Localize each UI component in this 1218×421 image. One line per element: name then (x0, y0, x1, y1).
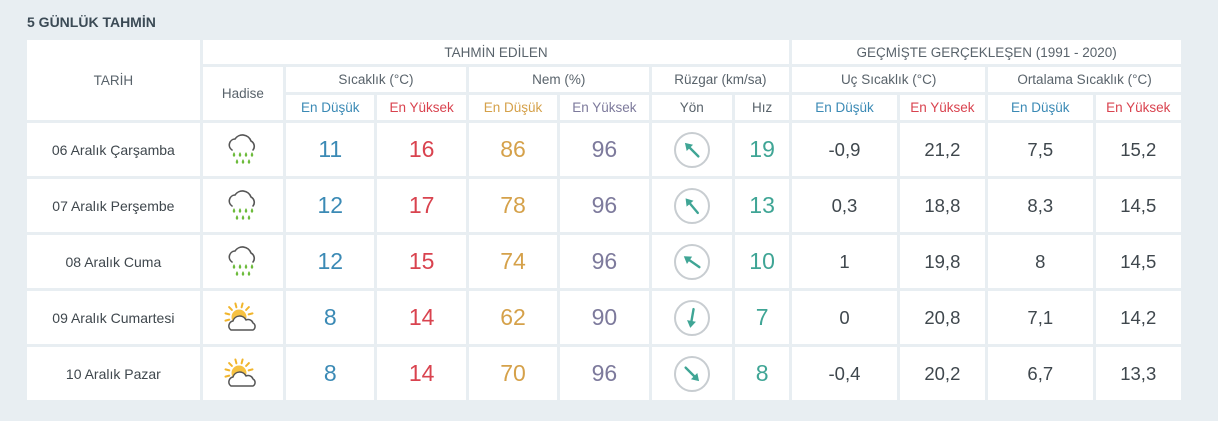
rain-icon (228, 189, 255, 220)
subheader-wind-direction: Yön (651, 95, 732, 120)
temp-high: 17 (377, 179, 466, 232)
wind-direction-icon (673, 355, 710, 392)
average-low: 7,5 (988, 123, 1093, 176)
forecast-date: 07 Aralık Perşembe (27, 179, 200, 232)
subheader-humidity-low: En Düşük (468, 95, 558, 120)
extreme-high: 21,2 (899, 123, 986, 176)
average-low: 6,7 (988, 347, 1093, 400)
header-average-temperature: Ortalama Sıcaklık (°C) (988, 67, 1181, 92)
wind-direction-icon (673, 187, 710, 224)
subheader-humidity-high: En Yüksek (560, 95, 649, 120)
wind-speed: 13 (734, 179, 790, 232)
temp-high: 16 (377, 123, 466, 176)
extreme-low: -0,9 (792, 123, 897, 176)
extreme-high: 19,8 (899, 235, 986, 288)
wind-direction-cell (651, 235, 732, 288)
forecast-date: 08 Aralık Cuma (27, 235, 200, 288)
weather-event-cell (202, 179, 284, 232)
page-title: 5 GÜNLÜK TAHMİN (27, 14, 156, 30)
temp-low: 11 (286, 123, 375, 176)
wind-direction-cell (651, 123, 732, 176)
subheader-wind-speed: Hız (734, 95, 790, 120)
humidity-high: 96 (560, 179, 649, 232)
temp-high: 14 (377, 291, 466, 344)
forecast-row: 08 Aralık Cuma 12 15 74 96 10 1 19,8 8 14,5 (27, 235, 1181, 288)
weather-event-cell (202, 291, 284, 344)
humidity-high: 96 (560, 347, 649, 400)
partly-cloudy-icon (224, 358, 256, 387)
subheader-temp-high: En Yüksek (377, 95, 466, 120)
average-low: 7,1 (988, 291, 1093, 344)
rain-icon (228, 245, 255, 276)
subheader-extreme-low: En Düşük (792, 95, 897, 120)
rain-icon (228, 133, 255, 164)
header-wind: Rüzgar (km/sa) (651, 67, 790, 92)
wind-speed: 19 (734, 123, 790, 176)
wind-speed: 8 (734, 347, 790, 400)
wind-direction-icon (673, 299, 710, 336)
subheader-average-low: En Düşük (988, 95, 1093, 120)
wind-direction-icon (673, 131, 710, 168)
forecast-row: 10 Aralık Pazar 8 14 70 96 8 -0,4 20,2 6,7 13,3 (27, 347, 1181, 400)
subheader-temp-low: En Düşük (286, 95, 375, 120)
wind-direction-icon (673, 243, 710, 280)
average-low: 8 (988, 235, 1093, 288)
wind-direction-cell (651, 291, 732, 344)
extreme-high: 20,8 (899, 291, 986, 344)
average-high: 14,5 (1095, 235, 1181, 288)
subheader-extreme-high: En Yüksek (899, 95, 986, 120)
wind-speed: 10 (734, 235, 790, 288)
header-temperature: Sıcaklık (°C) (286, 67, 466, 92)
wind-speed: 7 (734, 291, 790, 344)
forecast-table: TARİH TAHMİN EDİLEN GEÇMİŞTE GERÇEKLEŞEN… (24, 37, 1184, 403)
forecast-date: 09 Aralık Cumartesi (27, 291, 200, 344)
temp-low: 8 (286, 291, 375, 344)
weather-event-cell (202, 235, 284, 288)
extreme-low: -0,4 (792, 347, 897, 400)
header-date: TARİH (27, 40, 200, 120)
weather-event-cell (202, 123, 284, 176)
humidity-low: 70 (468, 347, 558, 400)
average-high: 14,2 (1095, 291, 1181, 344)
subheader-average-high: En Yüksek (1095, 95, 1181, 120)
extreme-low: 1 (792, 235, 897, 288)
extreme-high: 20,2 (899, 347, 986, 400)
temp-high: 14 (377, 347, 466, 400)
header-forecast: TAHMİN EDİLEN (202, 40, 790, 64)
extreme-low: 0 (792, 291, 897, 344)
wind-direction-cell (651, 179, 732, 232)
extreme-high: 18,8 (899, 179, 986, 232)
partly-cloudy-icon (224, 302, 256, 331)
temp-low: 8 (286, 347, 375, 400)
average-high: 14,5 (1095, 179, 1181, 232)
forecast-row: 07 Aralık Perşembe 12 17 78 96 13 0,3 18,8 8,3 14… (27, 179, 1181, 232)
header-event: Hadise (202, 67, 284, 120)
header-historical: GEÇMİŞTE GERÇEKLEŞEN (1991 - 2020) (792, 40, 1181, 64)
average-high: 15,2 (1095, 123, 1181, 176)
humidity-high: 96 (560, 123, 649, 176)
temp-low: 12 (286, 179, 375, 232)
humidity-low: 74 (468, 235, 558, 288)
average-low: 8,3 (988, 179, 1093, 232)
temp-high: 15 (377, 235, 466, 288)
forecast-date: 10 Aralık Pazar (27, 347, 200, 400)
weather-event-cell (202, 347, 284, 400)
extreme-low: 0,3 (792, 179, 897, 232)
average-high: 13,3 (1095, 347, 1181, 400)
humidity-low: 78 (468, 179, 558, 232)
forecast-row: 06 Aralık Çarşamba 11 16 86 96 19 -0,9 21,2 7,5 1… (27, 123, 1181, 176)
forecast-date: 06 Aralık Çarşamba (27, 123, 200, 176)
humidity-high: 96 (560, 235, 649, 288)
humidity-low: 62 (468, 291, 558, 344)
forecast-row: 09 Aralık Cumartesi 8 14 62 90 7 0 20,8 7,1 14,2 (27, 291, 1181, 344)
temp-low: 12 (286, 235, 375, 288)
humidity-low: 86 (468, 123, 558, 176)
humidity-high: 90 (560, 291, 649, 344)
header-humidity: Nem (%) (468, 67, 649, 92)
header-extreme-temperature: Uç Sıcaklık (°C) (792, 67, 986, 92)
wind-direction-cell (651, 347, 732, 400)
